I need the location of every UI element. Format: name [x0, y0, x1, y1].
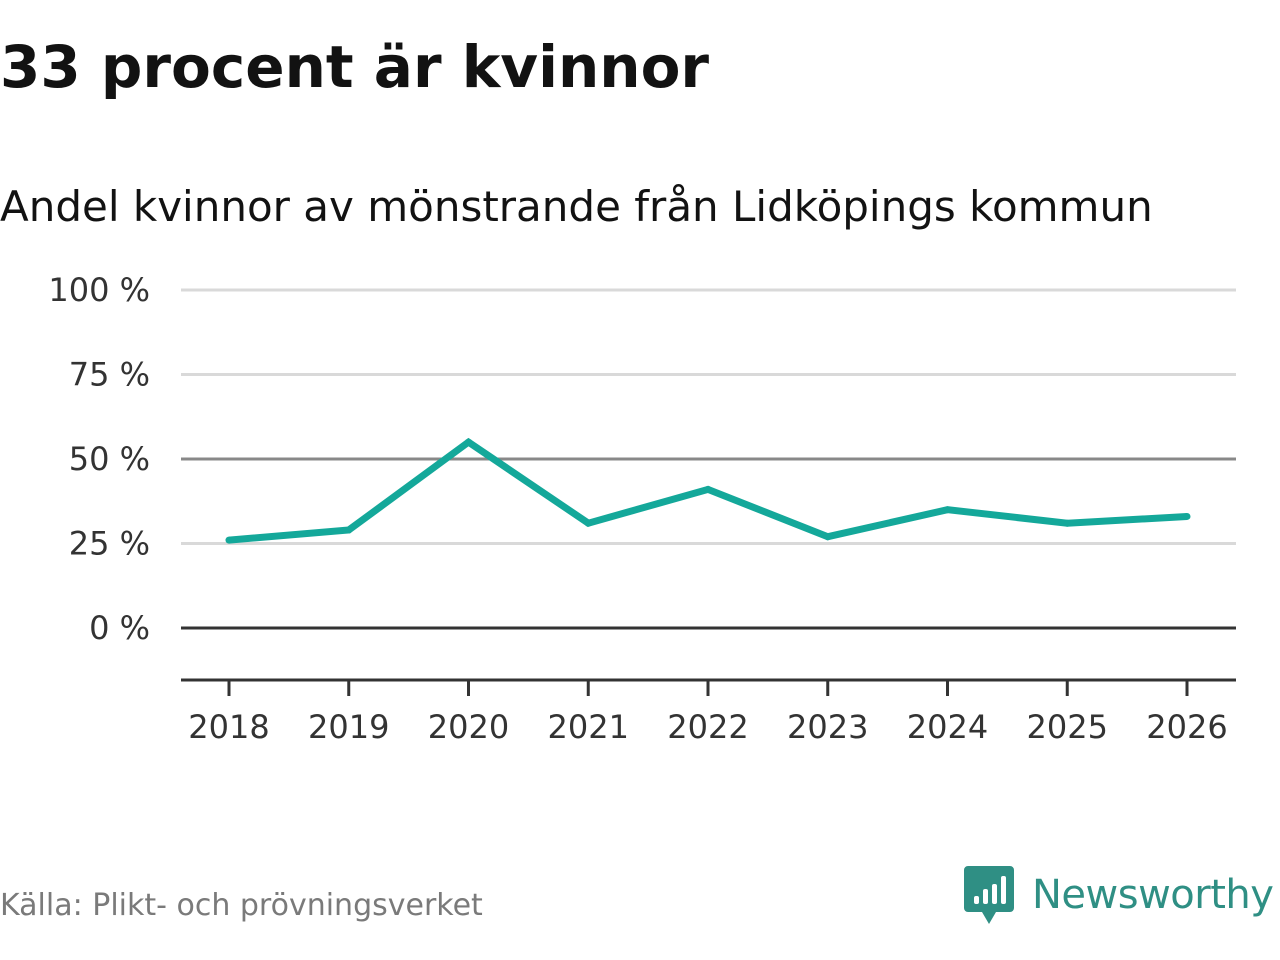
y-axis: 0 % 25 % 50 % 75 % 100 %: [48, 271, 150, 647]
newsworthy-logo-icon: [964, 866, 1014, 924]
y-tick-label: 0 %: [89, 609, 150, 647]
x-tick-label: 2022: [667, 708, 748, 746]
x-tick-label: 2024: [907, 708, 988, 746]
x-tick-label: 2025: [1027, 708, 1108, 746]
chart-title: 33 procent är kvinnor: [0, 33, 710, 101]
y-tick-label: 50 %: [69, 440, 150, 478]
data-point: [704, 485, 712, 493]
data-point: [465, 438, 472, 446]
series-layer: [225, 437, 1191, 544]
x-tick-label: 2026: [1146, 708, 1227, 746]
data-point: [345, 526, 353, 534]
brand-name: Newsworthy: [1032, 872, 1274, 918]
y-tick-label: 100 %: [48, 271, 150, 309]
y-tick-label: 25 %: [69, 525, 150, 563]
x-tick-label: 2018: [188, 708, 269, 746]
data-point: [824, 533, 832, 541]
x-tick-label: 2019: [308, 708, 389, 746]
brand: Newsworthy: [964, 864, 1274, 926]
chart-subtitle: Andel kvinnor av mönstrande från Lidköpi…: [0, 182, 1153, 231]
source-note: Källa: Plikt- och prövningsverket: [0, 888, 483, 923]
x-tick-label: 2021: [548, 708, 629, 746]
data-point: [1063, 519, 1071, 527]
y-tick-label: 75 %: [69, 356, 150, 394]
grid-layer: [181, 288, 1236, 630]
x-tick-label: 2023: [787, 708, 868, 746]
x-axis: 2018 2019 2020 2021 2022 2023 2024 2025 2026: [181, 678, 1236, 746]
data-point: [584, 519, 592, 527]
data-point: [1183, 512, 1191, 520]
data-point: [944, 506, 951, 514]
data-point: [225, 536, 233, 544]
x-tick-label: 2020: [428, 708, 509, 746]
